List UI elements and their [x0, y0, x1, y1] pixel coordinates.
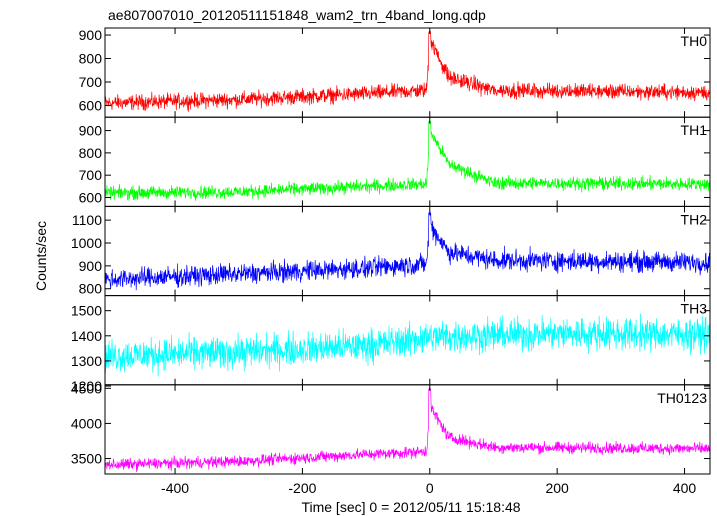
panel-th0123: 3500 4000 4500 TH0123: [71, 380, 711, 475]
y-tick-label: 900: [79, 27, 103, 43]
y-tick-label: 1500: [71, 303, 102, 319]
y-tick-label: 600: [79, 189, 103, 205]
y-tick-label: 1200: [71, 378, 102, 394]
panel-th0: 600 700 800 900 TH0: [79, 27, 711, 118]
panel-th2: 800 900 1000 1100 TH2: [71, 205, 711, 297]
y-tick-label: 1400: [71, 328, 102, 344]
panel-label-th1: TH1: [681, 122, 708, 138]
series-line-th0: [105, 30, 710, 112]
figure-title: ae807007010_20120511151848_wam2_trn_4ban…: [108, 7, 486, 23]
y-tick-label: 3500: [71, 451, 102, 467]
y-tick-label: 1300: [71, 353, 102, 369]
x-tick-label: 0: [426, 480, 434, 496]
y-tick-label: 1000: [71, 235, 102, 251]
panel-label-th3: TH3: [681, 301, 708, 317]
panel-th1: 600 700 800 900 TH1: [79, 116, 711, 207]
panel-frame: [104, 205, 711, 297]
y-axis-label: Counts/sec: [33, 221, 49, 291]
y-tick-label: 700: [79, 74, 103, 90]
y-tick-label: 4000: [71, 415, 102, 431]
panel-label-th0: TH0: [681, 33, 708, 49]
x-tick-label: -200: [288, 480, 316, 496]
y-tick-label: 800: [79, 281, 103, 297]
x-tick-label: -400: [161, 480, 189, 496]
x-axis-label: Time [sec] 0 = 2012/05/11 15:18:48: [301, 499, 520, 515]
y-tick-label: 700: [79, 167, 103, 183]
y-tick-label: 900: [79, 258, 103, 274]
y-tick-label: 600: [79, 97, 103, 113]
panel-th3: 1200 1300 1400 1500 TH3: [71, 295, 711, 394]
panel-label-th0123: TH0123: [657, 390, 707, 406]
x-tick-label: 400: [673, 480, 697, 496]
series-line-th1: [105, 120, 710, 201]
series-line-th0123: [105, 387, 710, 473]
panel-frame: [104, 27, 711, 118]
panel-label-th2: TH2: [681, 211, 708, 227]
panel-frame: [104, 384, 711, 475]
x-axis: -400 -200 0 200 400: [161, 480, 696, 496]
y-tick-label: 900: [79, 123, 103, 139]
series-line-th3: [105, 313, 710, 377]
y-tick-label: 800: [79, 51, 103, 67]
series-line-th2: [105, 211, 710, 291]
y-tick-label: 4500: [71, 380, 102, 396]
x-tick-label: 200: [545, 480, 569, 496]
panels-group: 600 700 800 900 TH0 600 700 800 900 TH1 800 900 1000…: [71, 27, 711, 475]
panel-frame: [104, 116, 711, 207]
y-tick-label: 1100: [72, 212, 102, 228]
y-tick-label: 800: [79, 145, 103, 161]
